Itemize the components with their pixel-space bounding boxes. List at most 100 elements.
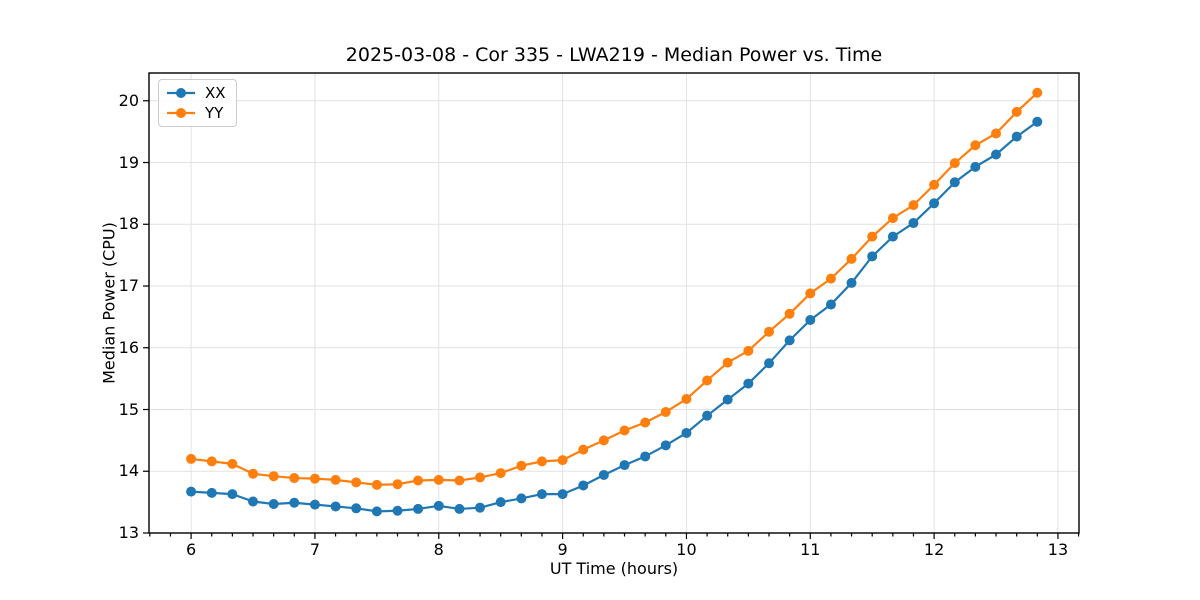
data-point-yy (825, 273, 836, 284)
y-tick-label: 19 (118, 152, 139, 172)
data-point-xx (454, 503, 465, 514)
data-point-yy (867, 231, 878, 242)
data-point-xx (227, 489, 238, 500)
data-point-yy (454, 475, 465, 486)
x-tick-label: 12 (923, 540, 945, 559)
data-point-xx (867, 251, 878, 262)
y-tick-label: 18 (118, 214, 139, 234)
data-point-yy (743, 345, 754, 356)
data-point-yy (268, 471, 279, 482)
legend-label-xx: XX (205, 84, 226, 102)
x-tick-label: 7 (309, 540, 321, 559)
data-point-xx (516, 493, 527, 504)
data-point-yy (1032, 87, 1043, 98)
data-point-yy (887, 213, 898, 224)
data-point-yy (289, 473, 300, 484)
data-point-yy (805, 288, 816, 299)
data-point-xx (949, 177, 960, 188)
data-point-yy (681, 394, 692, 405)
plot-border (148, 72, 1080, 534)
data-point-xx (268, 498, 279, 509)
legend-marker-xx-icon (167, 88, 195, 98)
data-point-xx (640, 451, 651, 462)
y-tick-label: 16 (118, 337, 139, 357)
data-point-xx (309, 499, 320, 510)
data-point-yy (970, 140, 981, 151)
data-point-xx (289, 497, 300, 508)
tick-marks (143, 100, 1080, 539)
legend-item-yy: YY (166, 104, 226, 122)
data-point-xx (330, 501, 341, 512)
data-point-yy (392, 479, 403, 490)
data-point-xx (557, 489, 568, 500)
y-tick-label: 14 (118, 461, 139, 481)
data-point-yy (475, 472, 486, 483)
gridlines (149, 73, 1079, 534)
y-tick-label: 13 (118, 523, 139, 542)
x-tick-label: 6 (186, 540, 197, 559)
data-point-xx (371, 506, 382, 517)
data-point-xx (619, 460, 630, 471)
y-tick-label: 20 (118, 90, 139, 110)
x-tick-label: 9 (557, 540, 568, 559)
data-point-yy (949, 158, 960, 169)
data-point-xx (722, 394, 733, 405)
legend-label-yy: YY (205, 104, 224, 122)
data-point-yy (908, 200, 919, 211)
data-point-xx (991, 149, 1002, 160)
data-point-yy (433, 474, 444, 485)
data-point-xx (206, 487, 217, 498)
data-point-yy (557, 455, 568, 466)
data-point-xx (351, 503, 362, 514)
data-point-yy (619, 425, 630, 436)
data-point-yy (640, 417, 651, 428)
data-point-yy (991, 128, 1002, 139)
data-point-xx (784, 335, 795, 346)
data-point-yy (186, 453, 197, 464)
data-point-yy (578, 444, 589, 455)
data-point-xx (186, 486, 197, 497)
data-point-xx (681, 427, 692, 438)
data-point-yy (309, 473, 320, 484)
data-point-xx (1032, 116, 1043, 127)
data-point-xx (970, 161, 981, 172)
x-axis-label: UT Time (hours) (549, 559, 679, 578)
data-point-xx (598, 469, 609, 480)
x-tick-label: 10 (676, 540, 697, 559)
data-point-xx (846, 277, 857, 288)
data-point-yy (536, 456, 547, 467)
data-point-xx (660, 440, 671, 451)
data-point-yy (495, 468, 506, 479)
data-point-xx (433, 500, 444, 511)
series-xx-line (191, 120, 1038, 513)
y-tick-label: 17 (118, 276, 139, 296)
data-point-yy (227, 458, 238, 469)
data-point-yy (784, 308, 795, 319)
data-point-yy (598, 435, 609, 446)
data-point-xx (1011, 131, 1022, 142)
data-point-yy (413, 475, 424, 486)
data-point-yy (764, 326, 775, 337)
chart-title: 2025-03-08 - Cor 335 - LWA219 - Median P… (345, 44, 883, 66)
data-point-xx (929, 198, 940, 209)
data-point-yy (702, 375, 713, 386)
data-point-yy (660, 406, 671, 417)
data-point-xx (248, 496, 259, 507)
x-tick-label: 13 (1047, 540, 1069, 559)
data-point-yy (929, 179, 940, 190)
data-point-xx (908, 218, 919, 229)
data-point-yy (330, 474, 341, 485)
legend-marker-yy-icon (167, 108, 195, 118)
data-point-xx (495, 497, 506, 508)
data-point-yy (722, 357, 733, 368)
data-point-xx (578, 480, 589, 491)
data-point-xx (702, 410, 713, 421)
data-point-xx (764, 358, 775, 369)
data-point-xx (887, 231, 898, 242)
series-yy-line (190, 91, 1039, 486)
data-point-yy (351, 477, 362, 488)
x-tick-label: 11 (800, 540, 821, 559)
data-point-xx (825, 299, 836, 310)
